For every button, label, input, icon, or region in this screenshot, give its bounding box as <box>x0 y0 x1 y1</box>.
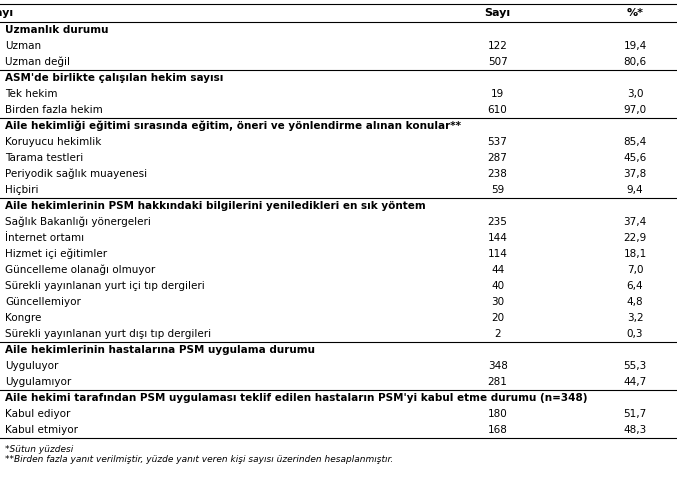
Text: 114: 114 <box>487 249 508 259</box>
Text: Kongre: Kongre <box>5 313 42 323</box>
Text: 48,3: 48,3 <box>624 425 647 435</box>
Text: 20: 20 <box>491 313 504 323</box>
Text: Güncelleme olanağı olmuyor: Güncelleme olanağı olmuyor <box>5 265 156 275</box>
Text: 18,1: 18,1 <box>624 249 647 259</box>
Text: Uygulamıyor: Uygulamıyor <box>5 377 72 387</box>
Text: 19: 19 <box>491 89 504 99</box>
Text: 22,9: 22,9 <box>624 233 647 243</box>
Text: Sayı: Sayı <box>0 8 14 18</box>
Text: 180: 180 <box>487 409 508 419</box>
Text: 2: 2 <box>494 329 501 339</box>
Text: 30: 30 <box>491 297 504 307</box>
Text: 238: 238 <box>487 169 508 179</box>
Text: Tarama testleri: Tarama testleri <box>5 153 84 163</box>
Text: Uyguluyor: Uyguluyor <box>5 361 59 371</box>
Text: 44: 44 <box>491 265 504 275</box>
Text: Tek hekim: Tek hekim <box>5 89 58 99</box>
Text: 507: 507 <box>487 57 508 67</box>
Text: 51,7: 51,7 <box>624 409 647 419</box>
Text: Sağlık Bakanlığı yönergeleri: Sağlık Bakanlığı yönergeleri <box>5 217 151 227</box>
Text: Aile hekimi tarafından PSM uygulaması teklif edilen hastaların PSM'yi kabul etme: Aile hekimi tarafından PSM uygulaması te… <box>5 393 588 403</box>
Text: *Sütun yüzdesi: *Sütun yüzdesi <box>5 445 74 453</box>
Text: 45,6: 45,6 <box>624 153 647 163</box>
Text: 610: 610 <box>487 105 508 115</box>
Text: Sürekli yayınlanan yurt içi tıp dergileri: Sürekli yayınlanan yurt içi tıp dergiler… <box>5 281 205 291</box>
Text: Aile hekimliği eğitimi sırasında eğitim, öneri ve yönlendirme alınan konular**: Aile hekimliği eğitimi sırasında eğitim,… <box>5 121 462 131</box>
Text: 40: 40 <box>491 281 504 291</box>
Text: 37,4: 37,4 <box>624 217 647 227</box>
Text: Kabul ediyor: Kabul ediyor <box>5 409 71 419</box>
Text: Hizmet içi eğitimler: Hizmet içi eğitimler <box>5 249 108 259</box>
Text: ASM'de birlikte çalışılan hekim sayısı: ASM'de birlikte çalışılan hekim sayısı <box>5 73 224 83</box>
Text: Koruyucu hekimlik: Koruyucu hekimlik <box>5 137 102 147</box>
Text: **Birden fazla yanıt verilmiştir, yüzde yanıt veren kişi sayısı üzerinden hesapl: **Birden fazla yanıt verilmiştir, yüzde … <box>5 455 393 464</box>
Text: İnternet ortamı: İnternet ortamı <box>5 233 85 243</box>
Text: 80,6: 80,6 <box>624 57 647 67</box>
Text: 37,8: 37,8 <box>624 169 647 179</box>
Text: Uzman değil: Uzman değil <box>5 57 70 67</box>
Text: 3,2: 3,2 <box>627 313 643 323</box>
Text: Birden fazla hekim: Birden fazla hekim <box>5 105 103 115</box>
Text: 0,3: 0,3 <box>627 329 643 339</box>
Text: Uzmanlık durumu: Uzmanlık durumu <box>5 25 109 35</box>
Text: 168: 168 <box>487 425 508 435</box>
Text: 537: 537 <box>487 137 508 147</box>
Text: Aile hekimlerinin PSM hakkındaki bilgilerini yeniledikleri en sık yöntem: Aile hekimlerinin PSM hakkındaki bilgile… <box>5 201 426 211</box>
Text: 19,4: 19,4 <box>624 41 647 51</box>
Text: 55,3: 55,3 <box>624 361 647 371</box>
Text: Hiçbiri: Hiçbiri <box>5 185 39 195</box>
Text: Güncellemiyor: Güncellemiyor <box>5 297 81 307</box>
Text: 85,4: 85,4 <box>624 137 647 147</box>
Text: 97,0: 97,0 <box>624 105 647 115</box>
Text: 122: 122 <box>487 41 508 51</box>
Text: %*: %* <box>626 8 644 18</box>
Text: Kabul etmiyor: Kabul etmiyor <box>5 425 79 435</box>
Text: 3,0: 3,0 <box>627 89 643 99</box>
Text: 7,0: 7,0 <box>627 265 643 275</box>
Text: 281: 281 <box>487 377 508 387</box>
Text: Sayı: Sayı <box>485 8 510 18</box>
Text: Sürekli yayınlanan yurt dışı tıp dergileri: Sürekli yayınlanan yurt dışı tıp dergile… <box>5 329 211 339</box>
Text: Aile hekimlerinin hastalarına PSM uygulama durumu: Aile hekimlerinin hastalarına PSM uygula… <box>5 345 315 355</box>
Text: 348: 348 <box>487 361 508 371</box>
Text: 59: 59 <box>491 185 504 195</box>
Text: 6,4: 6,4 <box>627 281 643 291</box>
Text: 235: 235 <box>487 217 508 227</box>
Text: 9,4: 9,4 <box>627 185 643 195</box>
Text: 144: 144 <box>487 233 508 243</box>
Text: Periyodik sağlık muayenesi: Periyodik sağlık muayenesi <box>5 169 148 179</box>
Text: 4,8: 4,8 <box>627 297 643 307</box>
Text: Uzman: Uzman <box>5 41 41 51</box>
Text: 287: 287 <box>487 153 508 163</box>
Text: 44,7: 44,7 <box>624 377 647 387</box>
